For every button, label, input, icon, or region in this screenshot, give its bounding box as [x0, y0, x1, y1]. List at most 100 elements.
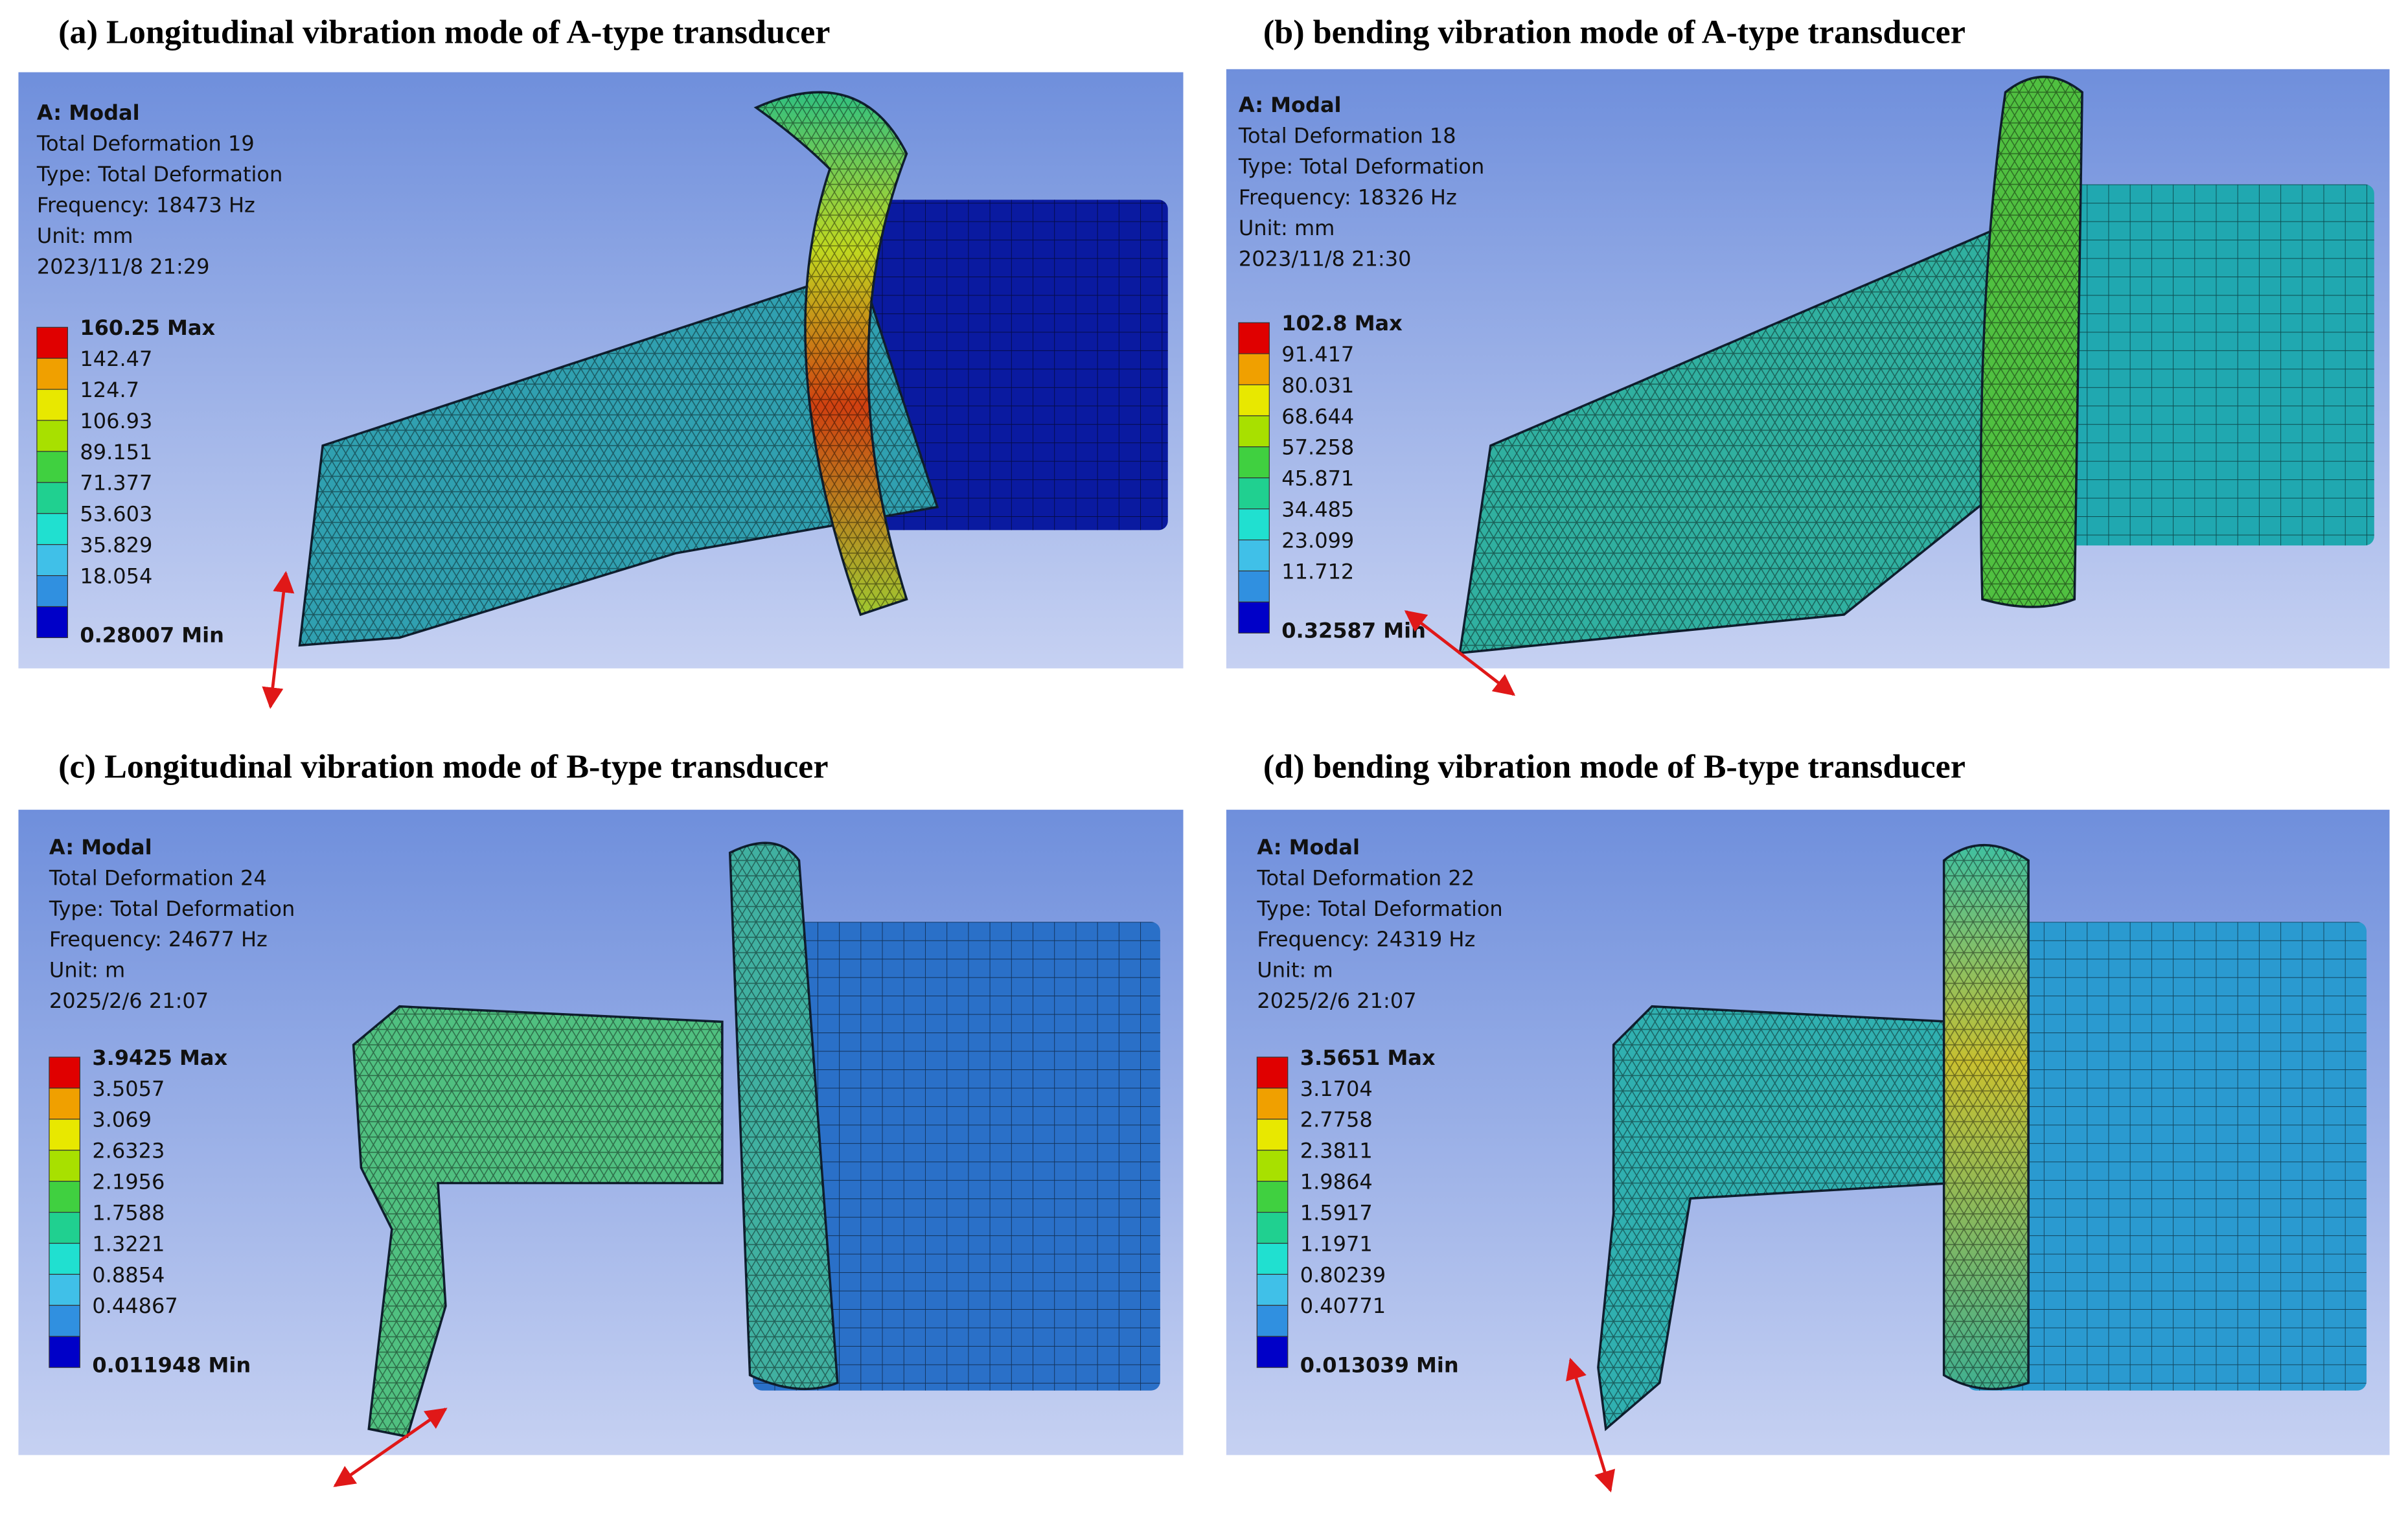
info-line: Frequency: 18326 Hz [1239, 185, 1457, 210]
legend-label: 0.44867 [92, 1294, 178, 1318]
vibration-arrow [262, 571, 295, 709]
legend-label: 23.099 [1281, 528, 1354, 553]
legend-swatch [1256, 1211, 1289, 1244]
legend-label: 3.9425 Max [92, 1045, 227, 1070]
info-line: Frequency: 18473 Hz [37, 192, 255, 217]
legend-label: 89.151 [80, 440, 152, 464]
vibration-arrow [333, 1408, 448, 1487]
legend-swatch [36, 606, 68, 639]
legend-swatch [36, 358, 68, 390]
legend-label: 18.054 [80, 564, 152, 588]
legend-label: 0.011948 Min [92, 1352, 251, 1377]
legend-label: 71.377 [80, 471, 152, 496]
legend-label: 1.5917 [1300, 1200, 1373, 1225]
info-line: Unit: m [1257, 958, 1333, 983]
info-line: Type: Total Deformation [1238, 154, 1484, 179]
legend-label: 3.1704 [1300, 1077, 1373, 1101]
legend-swatch [1238, 415, 1270, 448]
legend-label: 11.712 [1281, 559, 1354, 584]
legend-swatch [1256, 1150, 1289, 1182]
legend-label: 2.1956 [92, 1170, 165, 1194]
panel: (a) Longitudinal vibration mode of A-typ… [18, 14, 1184, 709]
legend-label: 0.80239 [1300, 1262, 1386, 1287]
legend-label: 45.871 [1281, 466, 1354, 491]
legend-label: 142.47 [80, 347, 152, 371]
legend-label: 3.5651 Max [1300, 1045, 1436, 1070]
info-line: Type: Total Deformation [36, 162, 282, 187]
legend-swatch [36, 326, 68, 359]
legend-label: 1.1971 [1300, 1231, 1373, 1256]
legend-swatch [1256, 1273, 1289, 1306]
legend-swatch [49, 1211, 80, 1244]
panel: (c) Longitudinal vibration mode of B-typ… [18, 748, 1184, 1487]
legend-label: 2.7758 [1300, 1108, 1373, 1132]
cylinder-mesh [753, 922, 1160, 1391]
panel: (b) bending vibration mode of A-type tra… [1226, 14, 2390, 696]
horn-mesh [299, 269, 937, 646]
flange-mesh [729, 843, 838, 1389]
info-line: A: Modal [49, 835, 152, 860]
legend-label: 53.603 [80, 502, 152, 527]
info-line: Frequency: 24677 Hz [49, 927, 268, 952]
legend-swatch [1256, 1181, 1289, 1213]
info-line: Type: Total Deformation [49, 896, 295, 921]
legend-label: 3.5057 [92, 1077, 165, 1101]
legend-label: 106.93 [80, 409, 152, 433]
legend-label: 0.28007 Min [80, 623, 224, 648]
legend-swatch [36, 451, 68, 483]
legend-label: 2.3811 [1300, 1139, 1373, 1163]
info-line: 2023/11/8 21:30 [1239, 246, 1412, 271]
legend-label: 0.013039 Min [1300, 1352, 1459, 1377]
horn-mesh [1460, 215, 2029, 654]
info-line: A: Modal [37, 100, 140, 125]
cylinder-mesh [1967, 922, 2367, 1391]
legend-label: 91.417 [1281, 342, 1354, 367]
info-line: Unit: mm [1239, 216, 1335, 240]
legend-label: 124.7 [80, 378, 139, 402]
legend-swatch [1256, 1119, 1289, 1151]
legend-swatch [36, 575, 68, 608]
info-line: Unit: m [49, 958, 125, 983]
info-line: A: Modal [1257, 835, 1360, 860]
legend-label: 2.6323 [92, 1139, 165, 1163]
info-line: 2025/2/6 21:07 [1257, 988, 1416, 1013]
horn-mesh [1598, 1006, 1952, 1430]
legend-swatch [1238, 570, 1270, 602]
legend-swatch [1238, 384, 1270, 416]
legend-label: 1.7588 [92, 1200, 165, 1225]
info-line: Total Deformation 24 [49, 865, 267, 890]
panel-caption: (a) Longitudinal vibration mode of A-typ… [58, 14, 830, 51]
legend-swatch [1238, 446, 1270, 479]
legend-swatch [1256, 1305, 1289, 1337]
legend-label: 102.8 Max [1281, 311, 1403, 336]
legend-label: 35.829 [80, 533, 152, 558]
legend-swatch [1238, 322, 1270, 354]
legend-swatch [1238, 601, 1270, 633]
info-line: Total Deformation 19 [36, 131, 255, 155]
legend-swatch [49, 1119, 80, 1151]
flange-mesh [756, 92, 907, 615]
legend-swatch [1238, 477, 1270, 510]
legend-label: 3.069 [92, 1108, 152, 1132]
info-line: Frequency: 24319 Hz [1257, 927, 1475, 952]
legend-swatch [1238, 539, 1270, 572]
legend-swatch [1256, 1088, 1289, 1120]
legend-label: 34.485 [1281, 497, 1354, 522]
info-line: Total Deformation 18 [1238, 124, 1456, 148]
legend-swatch [49, 1181, 80, 1213]
legend-swatch [1256, 1056, 1289, 1089]
legend-swatch [49, 1056, 80, 1089]
info-line: 2025/2/6 21:07 [49, 988, 209, 1013]
info-line: Type: Total Deformation [1256, 896, 1502, 921]
flange-mesh [1980, 76, 2083, 607]
panel: (d) bending vibration mode of B-type tra… [1226, 748, 2390, 1493]
panel-caption: (d) bending vibration mode of B-type tra… [1263, 748, 1966, 785]
flange-mesh [1944, 845, 2029, 1389]
legend-label: 0.40771 [1300, 1294, 1386, 1318]
legend-swatch [1256, 1242, 1289, 1275]
legend-swatch [36, 420, 68, 452]
legend-swatch [1238, 353, 1270, 385]
legend-swatch [49, 1150, 80, 1182]
info-line: A: Modal [1239, 93, 1342, 117]
legend-label: 0.8854 [92, 1262, 165, 1287]
